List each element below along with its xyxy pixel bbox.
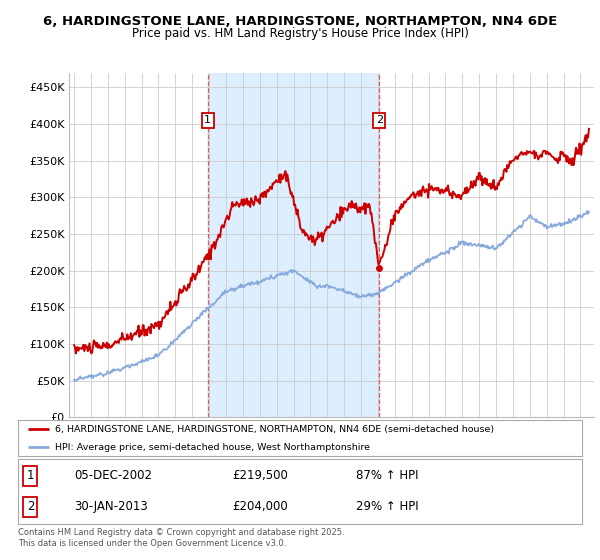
Bar bbox=[208, 73, 379, 417]
Text: Contains HM Land Registry data © Crown copyright and database right 2025.: Contains HM Land Registry data © Crown c… bbox=[18, 528, 344, 537]
Text: This data is licensed under the Open Government Licence v3.0.: This data is licensed under the Open Gov… bbox=[18, 539, 286, 548]
Text: £219,500: £219,500 bbox=[232, 469, 288, 483]
Text: £204,000: £204,000 bbox=[232, 500, 288, 514]
Text: 30-JAN-2013: 30-JAN-2013 bbox=[74, 500, 148, 514]
Text: HPI: Average price, semi-detached house, West Northamptonshire: HPI: Average price, semi-detached house,… bbox=[55, 443, 370, 452]
Text: 2: 2 bbox=[26, 500, 34, 514]
Text: 6, HARDINGSTONE LANE, HARDINGSTONE, NORTHAMPTON, NN4 6DE: 6, HARDINGSTONE LANE, HARDINGSTONE, NORT… bbox=[43, 15, 557, 27]
Text: Price paid vs. HM Land Registry's House Price Index (HPI): Price paid vs. HM Land Registry's House … bbox=[131, 27, 469, 40]
Text: 2: 2 bbox=[376, 115, 383, 125]
Text: 87% ↑ HPI: 87% ↑ HPI bbox=[356, 469, 419, 483]
Text: 29% ↑ HPI: 29% ↑ HPI bbox=[356, 500, 419, 514]
Text: 1: 1 bbox=[204, 115, 211, 125]
Text: 05-DEC-2002: 05-DEC-2002 bbox=[74, 469, 152, 483]
Text: 1: 1 bbox=[26, 469, 34, 483]
Text: 6, HARDINGSTONE LANE, HARDINGSTONE, NORTHAMPTON, NN4 6DE (semi-detached house): 6, HARDINGSTONE LANE, HARDINGSTONE, NORT… bbox=[55, 424, 494, 433]
